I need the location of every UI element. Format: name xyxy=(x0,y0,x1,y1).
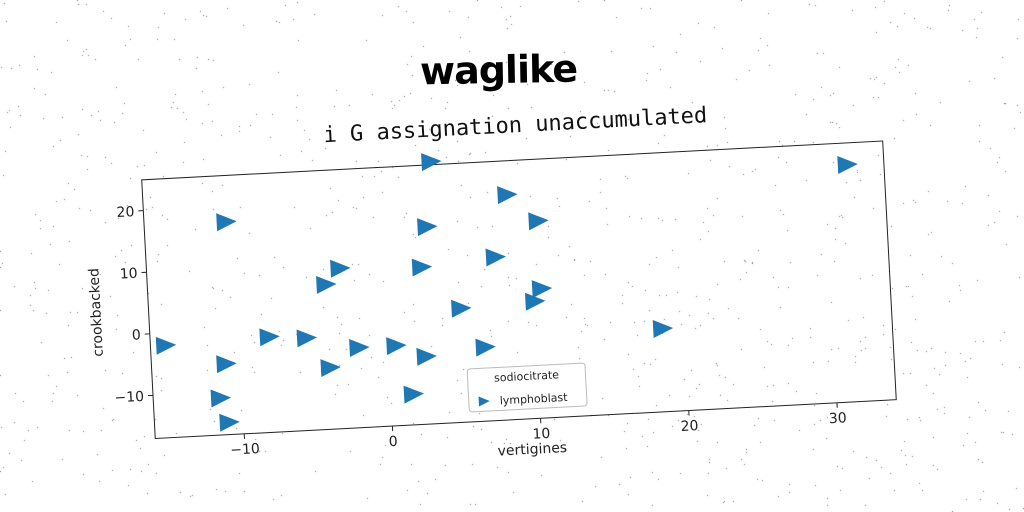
x-tick-label: 20 xyxy=(680,418,699,435)
data-point xyxy=(155,336,177,355)
y-tick-label: −10 xyxy=(114,389,144,407)
data-point xyxy=(210,389,232,408)
y-tick-label: 10 xyxy=(119,266,138,283)
data-point xyxy=(296,329,318,348)
y-axis-label: crookbacked xyxy=(86,268,107,357)
legend-box xyxy=(466,362,588,413)
x-tick-label: −10 xyxy=(230,441,260,459)
data-point xyxy=(531,280,553,299)
x-tick-label: 0 xyxy=(388,434,398,450)
data-point xyxy=(837,156,858,174)
chart-rotation-group: i G assignation unaccumulated −10 0 10 20 30… xyxy=(86,103,897,460)
chart-title: i G assignation unaccumulated xyxy=(323,103,708,148)
data-point xyxy=(421,153,442,172)
data-point xyxy=(485,248,506,267)
data-point xyxy=(403,385,424,404)
legend-entry-label: lymphoblast xyxy=(499,391,568,408)
data-point xyxy=(524,292,546,311)
x-axis: −10 0 10 20 30 xyxy=(230,402,847,459)
data-point xyxy=(528,212,549,231)
legend-title: sodiocitrate xyxy=(494,368,560,384)
data-point xyxy=(386,337,407,356)
data-points xyxy=(155,153,858,432)
data-point xyxy=(416,347,437,366)
data-point xyxy=(316,275,337,294)
data-point xyxy=(652,320,674,339)
legend: sodiocitrate lymphoblast xyxy=(466,362,588,413)
data-point xyxy=(216,213,237,232)
data-point xyxy=(330,259,351,278)
y-axis: −10 0 10 20 xyxy=(114,204,154,407)
data-point xyxy=(497,186,518,205)
data-point xyxy=(216,355,237,374)
data-point xyxy=(349,339,370,358)
x-tick-label: 10 xyxy=(532,426,551,443)
data-point xyxy=(411,258,433,277)
plot-area-frame xyxy=(141,140,897,440)
data-point xyxy=(320,359,341,378)
data-point xyxy=(417,218,438,237)
y-tick-label: 20 xyxy=(116,204,135,221)
data-point xyxy=(259,328,280,347)
data-point xyxy=(475,338,496,357)
legend-marker-icon xyxy=(478,396,490,407)
x-axis-label: vertigines xyxy=(497,440,567,460)
data-point xyxy=(219,413,240,432)
x-tick-label: 30 xyxy=(828,410,847,427)
data-point xyxy=(451,299,472,318)
y-tick-label: 0 xyxy=(132,327,142,343)
